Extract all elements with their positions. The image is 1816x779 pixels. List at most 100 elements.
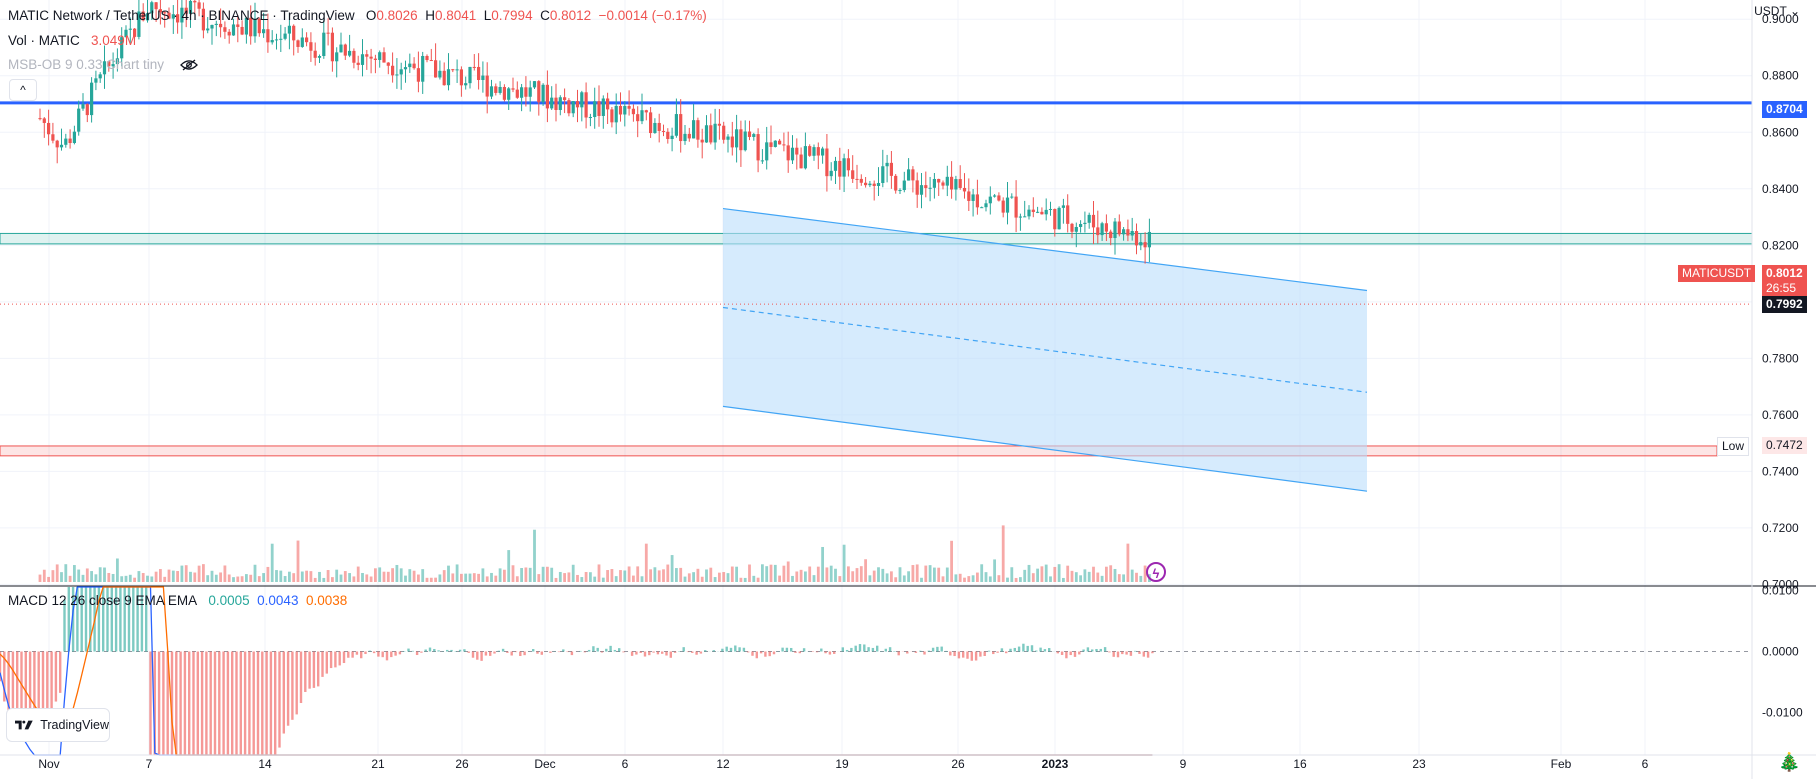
tree-icon[interactable]: 🎄 — [1778, 752, 1801, 772]
volume-bar — [941, 576, 945, 582]
candle-body — [790, 147, 795, 161]
low-label: L — [483, 8, 492, 23]
collapse-legend-button[interactable]: ^ — [9, 79, 37, 101]
macd-histogram-bar — [850, 647, 853, 652]
candle-body — [915, 180, 919, 195]
macd-histogram-bar — [966, 651, 969, 659]
macd-histogram-bar — [734, 645, 737, 652]
low-value: 0.7994 — [491, 8, 533, 23]
macd-tick: 0.0100 — [1762, 584, 1799, 598]
tradingview-logo[interactable]: TradingView — [6, 708, 110, 742]
price-tick: 0.7800 — [1762, 351, 1799, 365]
candle-body — [395, 74, 399, 76]
candle-body — [674, 114, 678, 136]
candle-body — [945, 176, 949, 186]
volume-bar — [718, 572, 721, 582]
lightning-icon[interactable]: ϟ — [1146, 562, 1166, 582]
candle-body — [1053, 208, 1057, 230]
volume-bar — [933, 567, 936, 582]
macd-histogram-bar — [794, 651, 797, 653]
volume-bar — [451, 573, 455, 582]
currency-selector[interactable]: USDT ⌄ — [1754, 4, 1800, 18]
candle-body — [950, 176, 954, 190]
candle-body — [133, 28, 137, 37]
candle-body — [657, 122, 661, 131]
macd-label[interactable]: MACD 12 26 close 9 EMA EMA — [8, 593, 198, 608]
macd-histogram-bar — [871, 647, 875, 652]
symbol-title[interactable]: MATIC Network / TetherUS · 4h · BINANCE … — [8, 8, 355, 23]
candle-body — [188, 0, 193, 14]
candle-body — [1096, 227, 1100, 236]
candle-body — [416, 68, 420, 82]
hidden-eye-icon[interactable] — [179, 59, 198, 71]
candle-body — [597, 101, 601, 116]
macd-histogram-bar — [1030, 645, 1034, 652]
candle-body — [528, 87, 532, 97]
macd-histogram-bar — [652, 651, 655, 653]
price-tick: 0.8200 — [1762, 238, 1799, 252]
macd-histogram-bar — [231, 651, 234, 755]
time-tick: 14 — [258, 757, 272, 771]
candle-body — [558, 97, 562, 110]
macd-histogram-bar — [286, 651, 290, 726]
macd-histogram-bar — [398, 651, 402, 655]
candle-body — [726, 136, 730, 140]
candle-body — [451, 69, 455, 71]
volume-bar — [988, 576, 992, 582]
macd-histogram-bar — [940, 646, 943, 652]
candle-body — [700, 139, 704, 143]
macd-histogram-bar — [46, 651, 49, 720]
volume-bar — [133, 577, 136, 582]
volume-bar — [558, 571, 562, 582]
volume-bar — [580, 577, 584, 582]
candle-body — [145, 13, 150, 21]
indicator-label[interactable]: MSB-OB 9 0.33 Chart tiny — [8, 57, 165, 72]
macd-histogram-bar — [691, 651, 694, 653]
candle-body — [661, 130, 666, 132]
volume-bar — [1062, 577, 1065, 582]
volume-bar — [877, 567, 880, 582]
high-label: H — [425, 8, 435, 23]
time-tick: 26 — [951, 757, 965, 771]
candle-body — [855, 178, 859, 180]
candle-body — [137, 11, 141, 37]
volume-bar — [816, 566, 820, 582]
volume-bar — [524, 567, 528, 582]
candle-body — [1036, 211, 1040, 213]
volume-bar — [653, 567, 657, 582]
regression-channel[interactable] — [722, 207, 1368, 492]
macd-histogram-bar — [458, 649, 462, 652]
volume-bar — [1031, 573, 1035, 582]
volume-bar — [1019, 577, 1022, 582]
channel-lower-line — [722, 405, 1368, 492]
volume-bar — [1014, 577, 1018, 582]
macd-histogram-bar — [772, 651, 776, 655]
volume-bar — [159, 569, 162, 582]
macd-histogram-bar — [291, 651, 294, 720]
horizontal-lines[interactable] — [0, 101, 1752, 305]
candle-body — [993, 195, 997, 197]
volume-bar — [270, 543, 274, 582]
high-value: 0.8041 — [434, 8, 477, 23]
macd-histogram-bar — [725, 646, 728, 652]
volume-bar — [223, 565, 227, 582]
candle-body — [679, 114, 683, 142]
candle-body — [128, 28, 132, 30]
macd-histogram-bar — [618, 648, 621, 652]
volume-bar — [154, 571, 158, 582]
macd-histogram-bar — [570, 651, 574, 656]
candle-body — [292, 25, 296, 41]
price-tick: 0.8800 — [1762, 69, 1799, 83]
volume-bar — [657, 570, 661, 582]
chevron-up-icon: ^ — [20, 83, 26, 97]
volume-bar — [804, 571, 807, 582]
candle-body — [1031, 209, 1035, 213]
candle-body — [898, 190, 902, 192]
candle-body — [386, 62, 390, 66]
macd-histogram-bar — [149, 651, 152, 755]
volume-label[interactable]: Vol · MATIC — [8, 33, 80, 48]
volume-bar — [266, 566, 270, 582]
volume-bar — [1053, 566, 1057, 582]
volume-bar — [713, 577, 717, 582]
